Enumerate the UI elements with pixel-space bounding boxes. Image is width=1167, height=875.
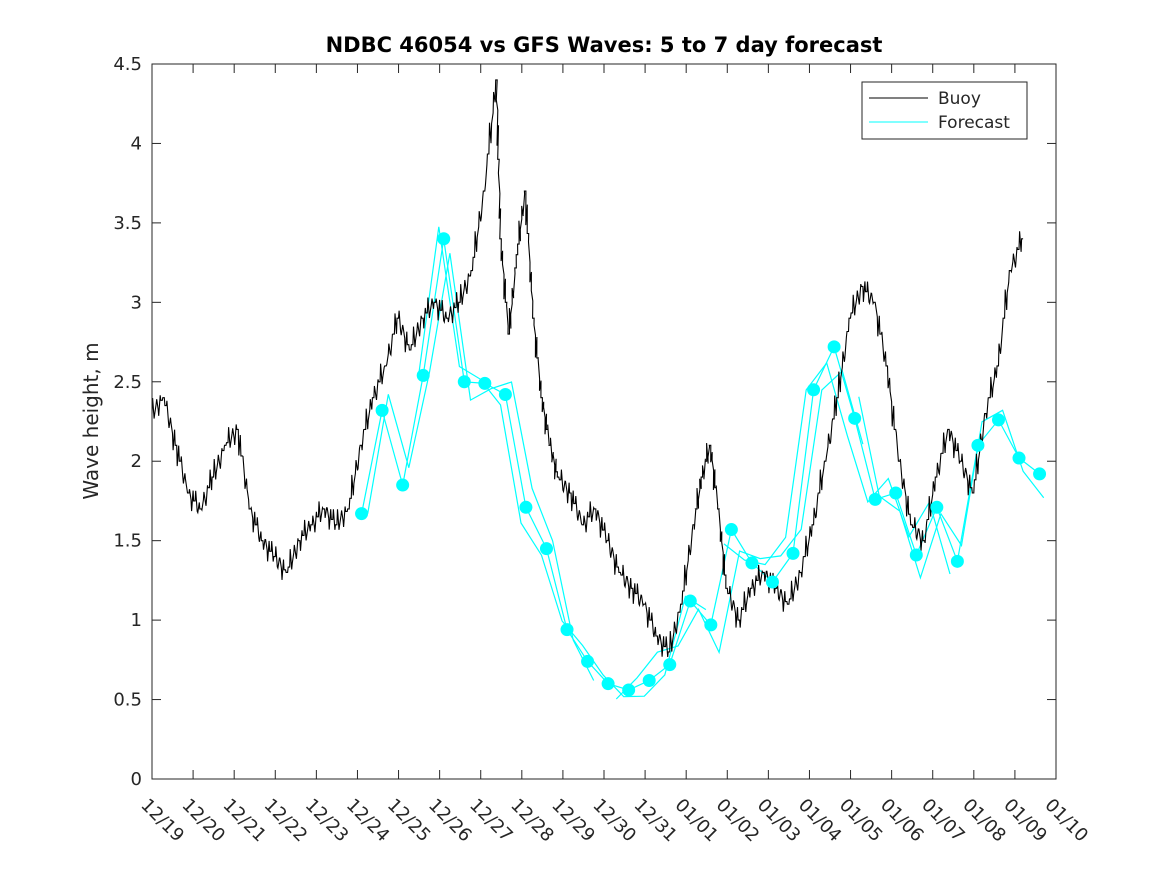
forecast-point xyxy=(601,677,615,691)
y-tick-label: 0 xyxy=(131,769,142,790)
forecast-point xyxy=(437,232,451,246)
y-axis-label: Wave height, m xyxy=(79,342,103,499)
y-tick-label: 3 xyxy=(131,292,142,313)
forecast-point xyxy=(807,383,821,397)
forecast-point xyxy=(498,387,512,401)
forecast-point xyxy=(1033,467,1047,481)
forecast-point xyxy=(909,548,923,562)
forecast-point xyxy=(478,376,492,390)
buoy-series xyxy=(151,79,1024,657)
forecast-point xyxy=(622,683,636,697)
forecast-point xyxy=(724,523,738,537)
forecast-point xyxy=(971,438,985,452)
forecast-point xyxy=(950,554,964,568)
y-axis: 0 0.5 1 1.5 2 2.5 3 3.5 4 4.5 xyxy=(113,54,1056,790)
forecast-lines xyxy=(361,226,1045,700)
forecast-line xyxy=(367,253,595,681)
forecast-point xyxy=(991,413,1005,427)
forecast-point xyxy=(416,368,430,382)
forecast-point xyxy=(1012,451,1026,465)
legend-buoy-label: Buoy xyxy=(938,89,981,109)
forecast-point xyxy=(642,673,656,687)
forecast-line xyxy=(417,226,707,698)
y-tick-label: 1 xyxy=(131,610,142,631)
forecast-point xyxy=(827,340,841,354)
forecast-point xyxy=(683,594,697,608)
forecast-point xyxy=(745,556,759,570)
forecast-point xyxy=(457,375,471,389)
forecast-point xyxy=(663,658,677,672)
forecast-point xyxy=(355,507,369,521)
legend: Buoy Forecast xyxy=(861,81,1028,140)
forecast-point xyxy=(375,403,389,417)
y-tick-label: 2.5 xyxy=(113,372,142,393)
y-tick-label: 4 xyxy=(131,133,142,154)
y-tick-label: 1.5 xyxy=(113,531,142,552)
forecast-point xyxy=(396,478,410,492)
y-tick-label: 0.5 xyxy=(113,690,142,711)
forecast-point xyxy=(848,411,862,425)
y-tick-label: 3.5 xyxy=(113,213,142,234)
forecast-point xyxy=(868,492,882,506)
forecast-point xyxy=(704,618,718,632)
legend-forecast-label: Forecast xyxy=(938,113,1010,133)
legend-box xyxy=(861,81,1028,140)
y-tick-label: 4.5 xyxy=(113,54,142,75)
forecast-point xyxy=(539,542,553,556)
buoy-line xyxy=(151,79,1024,657)
y-tick-label: 2 xyxy=(131,451,142,472)
forecast-points xyxy=(355,232,1047,697)
forecast-point xyxy=(765,575,779,589)
forecast-point xyxy=(581,654,595,668)
plot-area xyxy=(152,64,1056,779)
forecast-point xyxy=(786,546,800,560)
forecast-point xyxy=(930,500,944,514)
forecast-point xyxy=(560,623,574,637)
forecast-line xyxy=(615,369,864,700)
forecast-point xyxy=(889,486,903,500)
chart-title: NDBC 46054 vs GFS Waves: 5 to 7 day fore… xyxy=(326,33,883,57)
forecast-point xyxy=(519,500,533,514)
forecast-line xyxy=(858,396,1045,580)
